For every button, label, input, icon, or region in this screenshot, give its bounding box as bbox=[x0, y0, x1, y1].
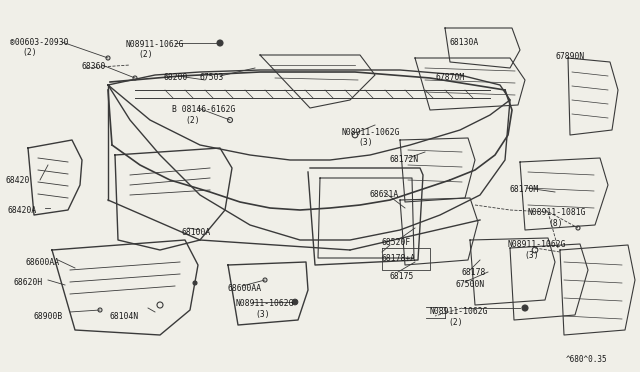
Text: 68178: 68178 bbox=[462, 268, 486, 277]
Text: 68620H: 68620H bbox=[14, 278, 44, 287]
Text: N08911-1081G: N08911-1081G bbox=[528, 208, 586, 217]
Text: N08911-1062G: N08911-1062G bbox=[341, 128, 399, 137]
Text: 68420: 68420 bbox=[6, 176, 30, 185]
Text: 68520F: 68520F bbox=[381, 238, 410, 247]
Circle shape bbox=[217, 40, 223, 46]
Text: ®00603-20930: ®00603-20930 bbox=[10, 38, 68, 47]
Text: (2): (2) bbox=[448, 318, 463, 327]
Circle shape bbox=[522, 305, 528, 311]
Text: N08911-1062G: N08911-1062G bbox=[235, 299, 294, 308]
Text: 68104N: 68104N bbox=[110, 312, 140, 321]
Text: 68170M: 68170M bbox=[510, 185, 540, 194]
Text: (2): (2) bbox=[185, 116, 200, 125]
Text: 68200: 68200 bbox=[163, 73, 188, 82]
Text: 67500N: 67500N bbox=[455, 280, 484, 289]
Text: (3): (3) bbox=[255, 310, 269, 319]
Text: N08911-1062G: N08911-1062G bbox=[430, 307, 488, 316]
Text: 68100A: 68100A bbox=[182, 228, 211, 237]
Text: 67870M: 67870M bbox=[435, 73, 464, 82]
Text: 68600AA: 68600AA bbox=[25, 258, 59, 267]
Text: 68621A: 68621A bbox=[369, 190, 398, 199]
Circle shape bbox=[292, 299, 298, 305]
Text: (3): (3) bbox=[524, 251, 539, 260]
Text: 67890N: 67890N bbox=[556, 52, 585, 61]
Text: (2): (2) bbox=[22, 48, 36, 57]
Text: 67503: 67503 bbox=[199, 73, 223, 82]
Text: 68600AA: 68600AA bbox=[228, 284, 262, 293]
Text: 68900B: 68900B bbox=[34, 312, 63, 321]
Text: N08911-1062G: N08911-1062G bbox=[126, 40, 184, 49]
Text: (8): (8) bbox=[548, 219, 563, 228]
Text: 68130A: 68130A bbox=[450, 38, 479, 47]
Text: 68175: 68175 bbox=[390, 272, 414, 281]
Text: (2): (2) bbox=[138, 50, 152, 59]
Text: N08911-1062G: N08911-1062G bbox=[507, 240, 566, 249]
Text: 68360: 68360 bbox=[82, 62, 106, 71]
Text: ^680^0.35: ^680^0.35 bbox=[566, 355, 607, 364]
Text: (3): (3) bbox=[358, 138, 372, 147]
Text: 68420A: 68420A bbox=[8, 206, 37, 215]
Text: 68178+A: 68178+A bbox=[381, 254, 415, 263]
Circle shape bbox=[193, 281, 197, 285]
Text: 68172N: 68172N bbox=[390, 155, 419, 164]
Text: B 08146-6162G: B 08146-6162G bbox=[172, 105, 236, 114]
